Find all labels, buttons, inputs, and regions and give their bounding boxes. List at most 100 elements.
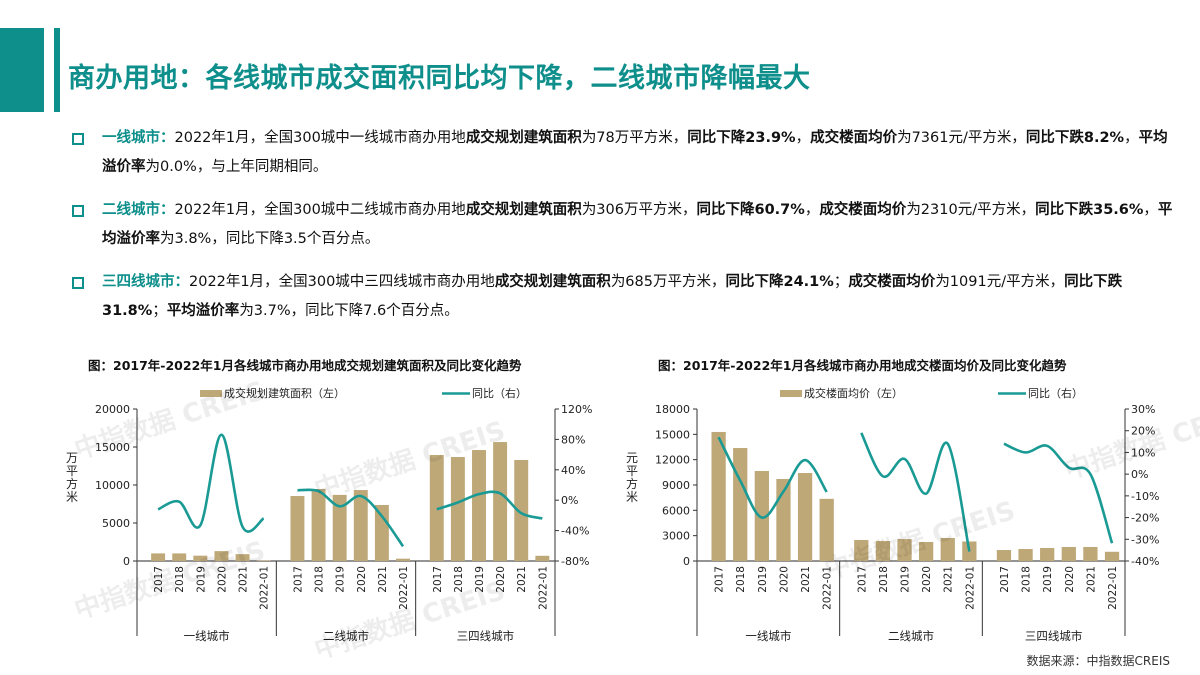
x-tick-label: 2022-01 xyxy=(398,566,410,610)
x-tick-label: 2017 xyxy=(153,566,165,593)
bold-text: 平均溢价率 xyxy=(166,303,240,319)
bullet-label: 三四线城市： xyxy=(102,274,189,290)
bar xyxy=(797,473,813,561)
bar xyxy=(1104,551,1120,561)
chart-title-area: 图：2017年-2022年1月各线城市商办用地成交规划建筑面积及同比变化趋势 xyxy=(88,358,522,373)
legend-bar-label: 成交规划建筑面积（左） xyxy=(224,386,345,400)
legend-line-label: 同比（右） xyxy=(472,386,527,400)
group-label: 一线城市 xyxy=(745,629,791,643)
data-source: 数据来源：中指数据CREIS xyxy=(1026,654,1170,668)
y-axis-title: 元 xyxy=(626,451,638,465)
bar xyxy=(193,555,208,561)
y2-tick-label: -30% xyxy=(1131,533,1159,546)
text: ， xyxy=(795,130,811,146)
text: ； xyxy=(833,274,849,290)
y-tick-label: 0 xyxy=(683,555,690,568)
bar xyxy=(711,431,726,561)
area-chart: 成交规划建筑面积（左） 同比（右） 0 5000 10000 15000 20000 万平方米… xyxy=(66,386,592,643)
y2-tick-label: 0% xyxy=(561,494,578,507)
group-label: 二线城市 xyxy=(888,629,934,643)
bar xyxy=(450,457,465,561)
x-tick-label: 2018 xyxy=(314,566,326,593)
group-label: 三四线城市 xyxy=(1025,629,1083,643)
bar xyxy=(1061,546,1076,561)
y-tick-label: 20000 xyxy=(95,403,130,416)
x-tick-label: 2019 xyxy=(474,566,486,593)
y2-tick-label: -40% xyxy=(561,525,589,538)
bold-text: 同比下跌35.6% xyxy=(1035,202,1144,218)
yoy-line xyxy=(157,433,265,533)
x-tick-label: 2020 xyxy=(356,566,368,593)
chart-title-price: 图：2017年-2022年1月各线城市商办用地成交楼面均价及同比变化趋势 xyxy=(658,358,1067,373)
bar xyxy=(472,450,486,561)
bar xyxy=(535,555,550,561)
bullet-text: 2022年1月，全国300城中一线城市商办用地成交规划建筑面积为78万平方米，同… xyxy=(102,130,1168,175)
y2-tick-label: -80% xyxy=(561,555,589,568)
text: 为0.0%，与上年同期相同。 xyxy=(145,159,328,175)
x-tick-label: 2019 xyxy=(757,566,769,593)
bullet-label: 二线城市： xyxy=(102,202,175,218)
bar xyxy=(1040,547,1055,561)
x-tick-label: 2018 xyxy=(174,566,186,593)
y2-tick-label: 120% xyxy=(561,403,592,416)
x-tick-label: 2021 xyxy=(943,566,955,593)
x-tick-label: 2021 xyxy=(516,566,528,593)
page-title: 商办用地：各线城市成交面积同比均下降，二线城市降幅最大 xyxy=(68,63,811,94)
bar xyxy=(214,551,229,561)
bar xyxy=(875,540,891,561)
bar xyxy=(918,542,934,561)
x-tick-label: 2022-01 xyxy=(964,566,976,610)
bar xyxy=(754,470,769,561)
text: ， xyxy=(1124,130,1139,146)
y2-tick-label: -40% xyxy=(1131,555,1159,568)
text: 为3.7%，同比下降7.6个百分点。 xyxy=(239,303,459,319)
y2-tick-label: 40% xyxy=(561,464,585,477)
yoy-line xyxy=(436,490,543,520)
price-chart: 成交楼面均价（左） 同比（右） 0 3000 6000 9000 12000 15000 180… xyxy=(626,386,1159,643)
title-accent-bar xyxy=(54,28,60,112)
bar xyxy=(776,479,791,561)
bullet-text: 2022年1月，全国300城中三四线城市商办用地成交规划建筑面积为685万平方米… xyxy=(102,274,1122,319)
bullet-label: 一线城市： xyxy=(102,130,175,146)
y-axis-title: 方 xyxy=(66,476,78,491)
y2-tick-label: 80% xyxy=(561,433,585,446)
bar xyxy=(332,494,347,561)
x-tick-label: 2020 xyxy=(778,566,790,593)
yoy-line xyxy=(297,488,405,548)
x-tick-label: 2021 xyxy=(238,566,250,593)
bar xyxy=(172,553,187,561)
bar xyxy=(374,504,389,561)
y-axis-title: 米 xyxy=(626,490,638,504)
text: 为78万平方米， xyxy=(581,130,688,146)
x-tick-label: 2017 xyxy=(999,566,1011,593)
yoy-line xyxy=(1003,442,1114,544)
bar xyxy=(996,550,1012,561)
bar xyxy=(940,538,955,561)
x-tick-label: 2018 xyxy=(735,566,747,593)
x-tick-label: 2018 xyxy=(453,566,465,593)
bar xyxy=(1083,546,1098,561)
bar xyxy=(396,558,410,561)
x-tick-label: 2017 xyxy=(292,566,304,593)
x-tick-label: 2017 xyxy=(856,566,868,593)
bold-text: 同比下降60.7% xyxy=(696,202,805,218)
bar xyxy=(353,490,368,561)
bullet-tier2: 二线城市：2022年1月，全国300城中二线城市商办用地成交规划建筑面积为306… xyxy=(70,196,1180,254)
y-tick-label: 0 xyxy=(123,555,130,568)
text: 为685万平方米， xyxy=(610,274,726,290)
x-tick-label: 2017 xyxy=(714,566,726,593)
legend-line-label: 同比（右） xyxy=(1028,386,1083,400)
x-tick-label: 2019 xyxy=(900,566,912,593)
bold-text: 成交规划建筑面积 xyxy=(465,202,582,218)
text: ； xyxy=(152,303,167,319)
group-label: 三四线城市 xyxy=(457,629,515,643)
group-label: 二线城市 xyxy=(323,629,369,643)
x-tick-label: 2020 xyxy=(1064,566,1076,593)
y-tick-label: 18000 xyxy=(655,403,690,416)
bold-text: 同比下降24.1% xyxy=(725,274,834,290)
bullet-list: 一线城市：2022年1月，全国300城中一线城市商办用地成交规划建筑面积为78万… xyxy=(70,124,1180,340)
text: 2022年1月，全国300城中二线城市商办用地 xyxy=(174,202,466,218)
bar xyxy=(854,539,869,561)
x-tick-label: 2022-01 xyxy=(1107,566,1119,610)
y-axis-title: 方 xyxy=(626,476,638,491)
